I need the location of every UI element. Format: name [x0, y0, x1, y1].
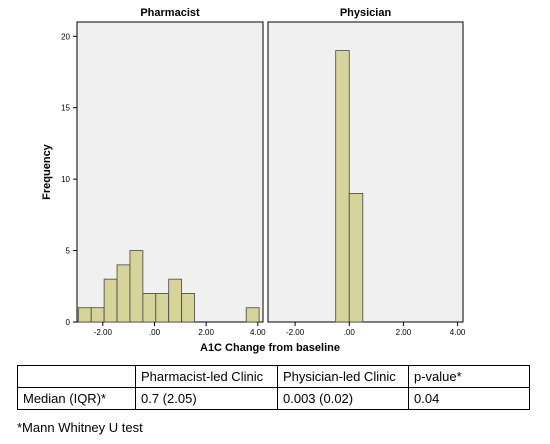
panel-background	[267, 21, 464, 323]
table-header-pharmacist: Pharmacist-led Clinic	[135, 365, 278, 388]
histogram-chart: 0 5 10 15 20 Frequency Pharmacist -2.00 .00 2.00 4…	[41, 7, 466, 354]
histogram-bar	[116, 264, 131, 323]
x-tick-label: .00	[344, 328, 356, 337]
table-header-row: Pharmacist-led Clinic Physician-led Clin…	[17, 365, 530, 388]
histogram-bar	[77, 307, 92, 323]
x-tick-label: -2.00	[286, 328, 305, 337]
x-tick-label: 4.00	[450, 328, 466, 337]
panel-title: Physician	[340, 7, 392, 19]
histogram-bar	[335, 50, 350, 323]
histogram-bar	[348, 193, 364, 323]
y-axis-title: Frequency	[41, 143, 53, 200]
x-tick-label: 4.00	[250, 328, 266, 337]
table-row-label: Median (IQR)*	[17, 387, 136, 410]
histogram-bar	[168, 278, 183, 323]
table-cell-pharmacist: 0.7 (2.05)	[135, 387, 278, 410]
histogram-bar	[155, 293, 170, 323]
table-cell-physician: 0.003 (0.02)	[277, 387, 409, 410]
table-header-physician: Physician-led Clinic	[277, 365, 409, 388]
y-tick-label: 10	[61, 175, 70, 184]
y-tick-label: 15	[61, 104, 70, 113]
panel-background	[76, 21, 264, 323]
x-tick-label: 2.00	[198, 328, 214, 337]
histogram-bar	[142, 293, 157, 323]
histogram-bar	[181, 293, 195, 323]
y-tick-label: 0	[66, 318, 71, 327]
histogram-bar	[90, 307, 105, 323]
table-row: Median (IQR)* 0.7 (2.05) 0.003 (0.02) 0.…	[17, 387, 530, 410]
y-tick-label: 5	[66, 247, 71, 256]
table-header-pvalue: p-value*	[408, 365, 530, 388]
table-header-cell-empty	[17, 365, 136, 388]
x-tick-label: .00	[149, 328, 161, 337]
histogram-bar	[129, 250, 144, 323]
y-tick-label: 20	[61, 32, 70, 41]
x-tick-label: 2.00	[396, 328, 412, 337]
footnote: *Mann Whitney U test	[17, 420, 143, 435]
x-tick-label: -2.00	[94, 328, 113, 337]
table-cell-pvalue: 0.04	[408, 387, 530, 410]
x-axis-title: A1C Change from baseline	[200, 342, 340, 354]
panel-title: Pharmacist	[140, 7, 200, 19]
histogram-bar	[245, 307, 260, 323]
histogram-bar	[103, 278, 118, 323]
results-table: Pharmacist-led Clinic Physician-led Clin…	[17, 365, 530, 410]
